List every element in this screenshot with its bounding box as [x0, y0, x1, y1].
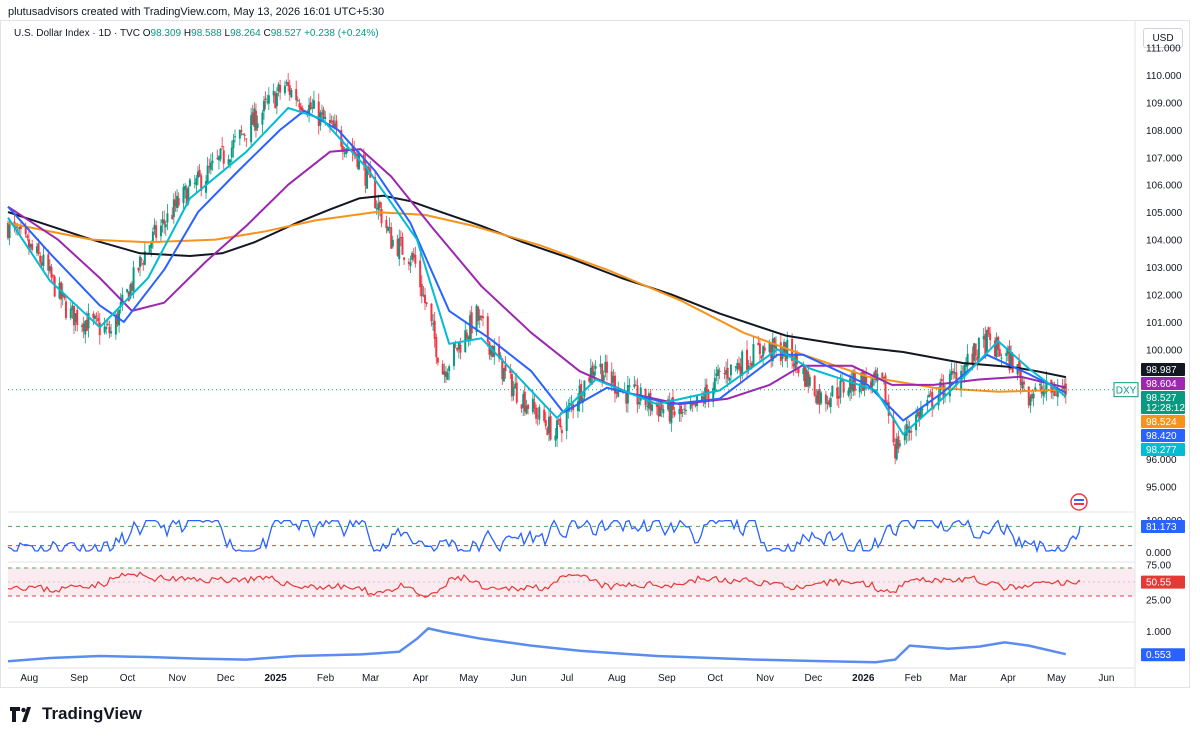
ohlc-close: 98.527: [270, 28, 302, 39]
ohlc-change: +0.238 (+0.24%): [304, 28, 379, 39]
tradingview-logo-icon: [10, 706, 36, 722]
ohlc-high-label: H: [183, 28, 192, 39]
attribution-text: plutusadvisors created with TradingView.…: [8, 6, 385, 18]
chart-frame: [0, 20, 1190, 688]
symbol-legend: U.S. Dollar Index · 1D · TVC O98.309 H98…: [14, 28, 379, 39]
tradingview-footer: TradingView: [10, 704, 142, 724]
tradingview-brand: TradingView: [42, 704, 142, 723]
currency-selector[interactable]: USD: [1143, 28, 1183, 48]
ohlc-open: 98.309: [150, 28, 182, 39]
ohlc-low: 98.264: [230, 28, 261, 39]
ohlc-low-label: L: [224, 28, 231, 39]
ohlc-close-label: C: [263, 28, 271, 39]
ohlc-high: 98.588: [191, 28, 222, 39]
ohlc-open-label: O: [142, 28, 151, 39]
symbol-title: U.S. Dollar Index · 1D · TVC: [14, 28, 140, 39]
